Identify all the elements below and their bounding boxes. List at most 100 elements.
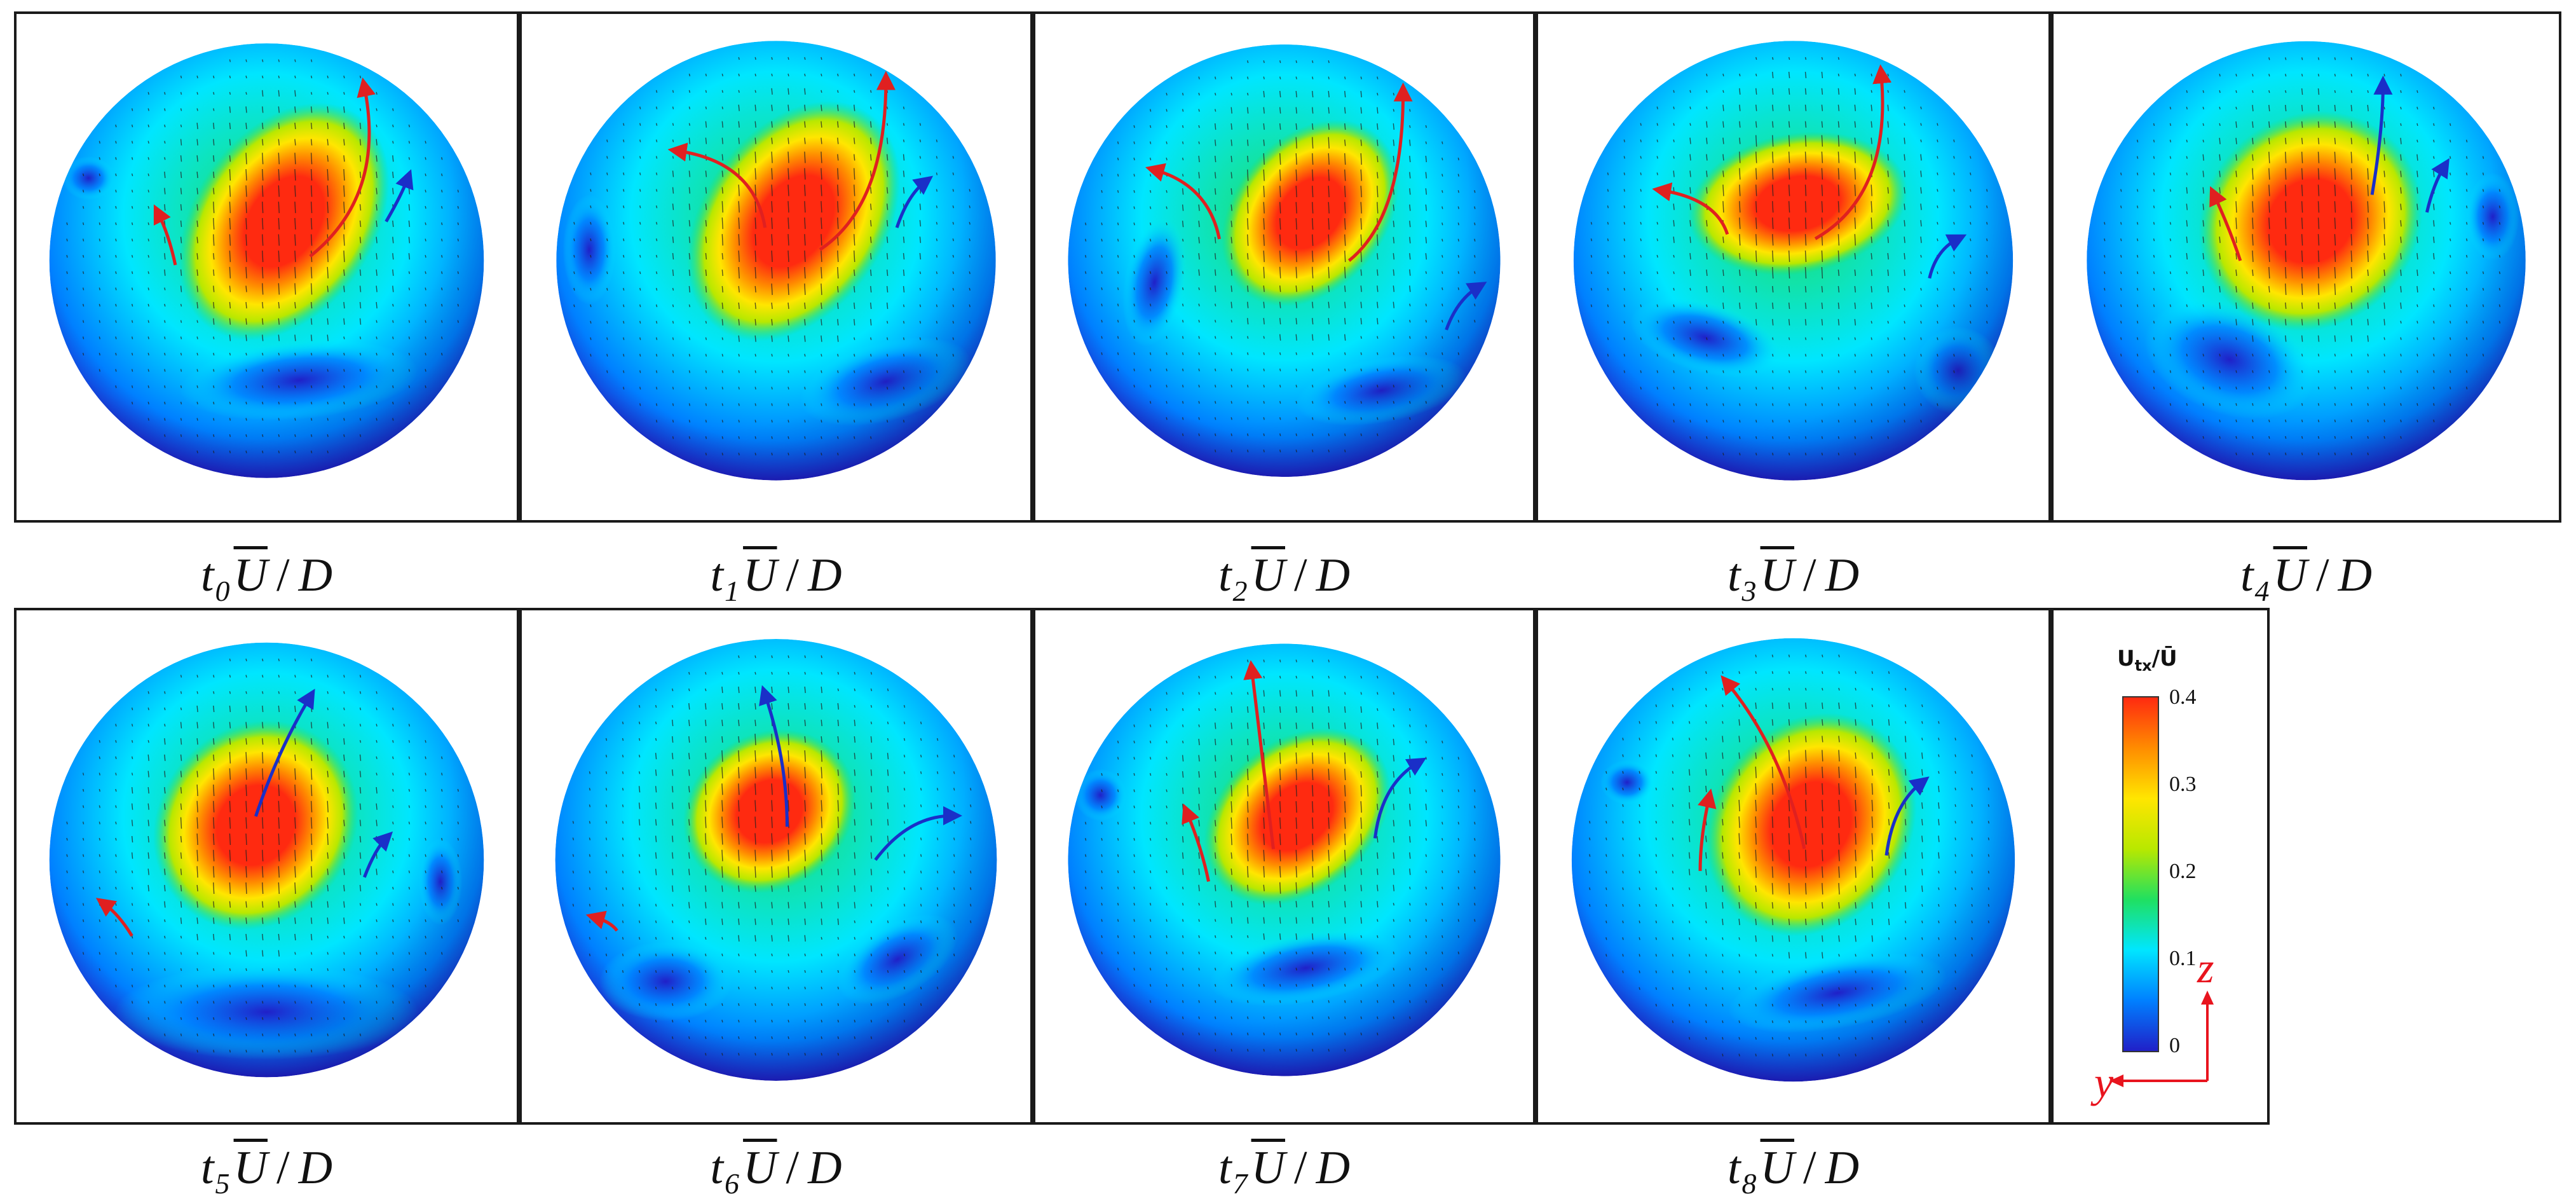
caption-time: t	[1727, 549, 1741, 601]
caption-diameter: D	[1825, 1142, 1860, 1194]
caption-mean-velocity: U	[1251, 549, 1285, 601]
caption-time: t	[1218, 1142, 1232, 1194]
red-flow-arrow	[585, 910, 618, 932]
caption-index: 2	[1232, 575, 1248, 607]
red-flow-arrow	[1145, 163, 1221, 240]
legend-title-main: U	[2117, 646, 2135, 671]
panel-8	[1536, 608, 2051, 1125]
blue-flow-arrow	[362, 831, 393, 878]
panel-0	[14, 11, 519, 523]
caption-slash: /	[786, 1142, 800, 1194]
disk-shading	[49, 43, 484, 478]
caption-diameter: D	[1316, 1142, 1351, 1194]
caption-index: 8	[1741, 1167, 1757, 1200]
legend-tick-0: 0	[2169, 1034, 2180, 1057]
legend-title-over: Ū	[2159, 646, 2177, 671]
panel-6	[519, 608, 1033, 1125]
red-flow-arrow	[667, 142, 767, 228]
blue-flow-arrow	[1928, 234, 1967, 279]
caption-index: 1	[725, 575, 740, 607]
caption-slash: /	[2316, 549, 2329, 601]
caption-mean-velocity: U	[743, 549, 777, 601]
colorbar	[2122, 696, 2159, 1052]
blue-flow-arrow	[2425, 158, 2450, 213]
caption-mean-velocity: U	[233, 549, 268, 601]
disk-shading	[1068, 44, 1501, 477]
disk-shading	[1573, 41, 2014, 481]
contour-plot-1	[556, 41, 996, 481]
caption-slash: /	[276, 549, 290, 601]
panel-5	[14, 608, 519, 1125]
disk-shading	[2087, 41, 2526, 481]
caption-diameter: D	[2338, 549, 2373, 601]
panel-3	[1536, 11, 2051, 523]
caption-mean-velocity: U	[1760, 549, 1794, 601]
blue-flow-arrow	[385, 169, 414, 223]
red-flow-arrow	[153, 204, 177, 266]
caption-0: t0U / D	[16, 552, 518, 606]
disk-shading	[555, 639, 997, 1081]
caption-time: t	[1727, 1142, 1741, 1194]
panel-2	[1033, 11, 1536, 523]
red-flow-arrow	[309, 77, 376, 258]
caption-mean-velocity: U	[1760, 1142, 1794, 1194]
blue-flow-arrow	[895, 175, 934, 228]
caption-diameter: D	[1825, 549, 1860, 601]
caption-time: t	[1218, 549, 1232, 601]
panel-1	[519, 11, 1033, 523]
caption-index: 6	[725, 1167, 740, 1200]
red-flow-arrow	[2209, 186, 2242, 261]
disk-shading	[556, 41, 996, 481]
caption-4: t4U / D	[2055, 552, 2558, 606]
caption-slash: /	[1803, 549, 1816, 601]
caption-slash: /	[1294, 1142, 1307, 1194]
disk-shading	[49, 642, 484, 1078]
caption-index: 3	[1741, 575, 1757, 607]
red-flow-arrow	[1698, 788, 1717, 871]
y-axis-label: y	[2094, 1058, 2114, 1106]
caption-slash: /	[276, 1142, 290, 1194]
contour-plot-4	[2087, 41, 2526, 481]
caption-3: t3U / D	[1543, 552, 2045, 606]
contour-plot-6	[555, 639, 997, 1081]
legend-tick-0.2: 0.2	[2169, 860, 2197, 883]
red-flow-arrow	[1182, 803, 1210, 882]
contour-plot-3	[1573, 41, 2014, 481]
blue-flow-arrow	[759, 685, 789, 827]
caption-1: t1U / D	[525, 552, 1027, 606]
blue-flow-arrow	[1445, 282, 1487, 331]
legend-tick-0.4: 0.4	[2169, 685, 2197, 709]
red-flow-arrow	[1814, 64, 1892, 240]
blue-flow-arrow	[874, 806, 962, 861]
z-arrow-head	[2201, 991, 2214, 1005]
contour-plot-8	[1571, 638, 2015, 1082]
red-flow-arrow	[1721, 675, 1806, 849]
panel-7	[1033, 608, 1536, 1125]
caption-slash: /	[786, 549, 800, 601]
blue-flow-arrow	[1884, 776, 1930, 856]
caption-diameter: D	[298, 549, 333, 601]
caption-8: t8U / D	[1543, 1144, 2045, 1198]
red-flow-arrow	[1243, 660, 1275, 849]
red-flow-arrow	[819, 71, 896, 251]
disk-shading	[1571, 638, 2015, 1082]
caption-index: 5	[215, 1167, 230, 1200]
caption-mean-velocity: U	[233, 1142, 268, 1194]
red-flow-arrow	[95, 898, 133, 937]
blue-flow-arrow	[254, 689, 315, 817]
caption-diameter: D	[808, 1142, 842, 1194]
legend-title-sub: tx	[2134, 656, 2152, 675]
caption-index: 0	[215, 575, 230, 607]
caption-index: 7	[1232, 1167, 1248, 1200]
blue-flow-arrow	[1373, 757, 1427, 839]
contour-plot-2	[1068, 44, 1501, 477]
caption-5: t5U / D	[16, 1144, 518, 1198]
contour-plot-0	[49, 43, 484, 478]
legend-tick-0.3: 0.3	[2169, 772, 2197, 796]
red-flow-arrow	[1347, 82, 1413, 262]
caption-time: t	[200, 549, 214, 601]
caption-6: t6U / D	[525, 1144, 1027, 1198]
caption-time: t	[710, 549, 724, 601]
contour-plot-7	[1068, 643, 1501, 1076]
caption-diameter: D	[808, 549, 842, 601]
